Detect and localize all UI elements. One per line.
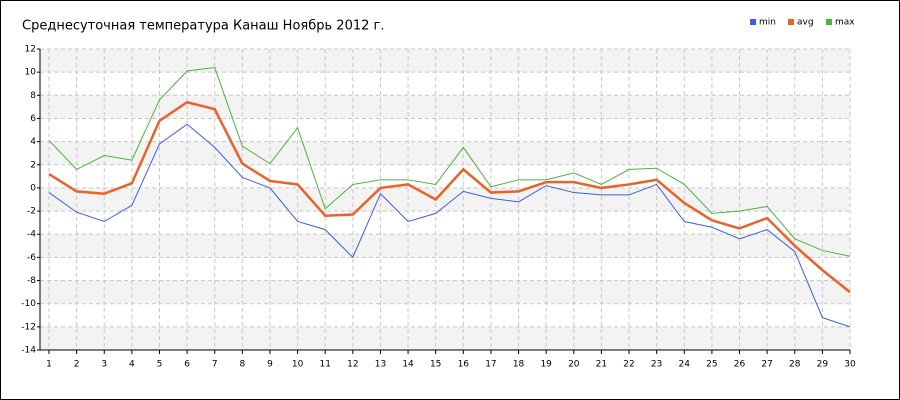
y-tick-label: 12: [25, 45, 36, 55]
series-line: [48, 100, 851, 294]
legend-swatch: [788, 19, 794, 25]
x-tick-label: 27: [761, 360, 772, 370]
x-tick-label: 30: [844, 360, 856, 370]
y-tick-label: -14: [21, 346, 36, 356]
x-tick-label: 18: [513, 360, 525, 370]
grid-band: [40, 49, 850, 73]
x-tick-label: 13: [375, 360, 386, 370]
grid-band: [40, 280, 850, 304]
x-tick-label: 9: [267, 360, 273, 370]
grid-band: [40, 234, 850, 258]
x-tick-label: 26: [734, 360, 746, 370]
series-line: [48, 123, 851, 328]
x-tick-label: 2: [74, 360, 80, 370]
x-tick-label: 17: [485, 360, 496, 370]
grid-band: [40, 95, 850, 119]
x-tick-label: 12: [347, 360, 358, 370]
x-tick-label: 7: [212, 360, 218, 370]
x-tick-label: 28: [789, 360, 801, 370]
y-tick-label: -4: [27, 230, 36, 240]
x-tick-label: 24: [679, 360, 691, 370]
y-tick-label: -12: [21, 322, 36, 332]
y-tick-label: 4: [30, 137, 36, 147]
y-tick-label: -6: [27, 253, 36, 263]
legend-label: avg: [797, 18, 814, 28]
grid-band: [40, 326, 850, 350]
legend-label: max: [835, 18, 855, 28]
series-line: [48, 66, 851, 257]
x-tick-label: 23: [651, 360, 662, 370]
x-tick-label: 3: [101, 360, 107, 370]
grid-band: [40, 141, 850, 165]
grid-band: [40, 187, 850, 212]
chart-title: Среднесуточная температура Канаш Ноябрь …: [22, 19, 384, 34]
legend-label: min: [759, 18, 776, 28]
x-tick-label: 16: [458, 360, 470, 370]
y-tick-label: -8: [27, 276, 36, 286]
x-tick-label: 25: [706, 360, 717, 370]
x-tick-label: 22: [623, 360, 634, 370]
x-tick-label: 20: [568, 360, 580, 370]
y-tick-label: 6: [30, 114, 36, 124]
x-tick-label: 15: [430, 360, 441, 370]
y-tick-label: 10: [25, 68, 37, 78]
x-tick-label: 14: [402, 360, 414, 370]
x-tick-label: 21: [596, 360, 607, 370]
y-tick-label: -10: [21, 299, 36, 309]
y-tick-label: 8: [30, 91, 36, 101]
x-tick-label: 11: [319, 360, 330, 370]
y-tick-label: 2: [30, 160, 36, 170]
x-tick-label: 6: [184, 360, 190, 370]
legend-swatch: [750, 19, 756, 25]
x-tick-label: 10: [292, 360, 304, 370]
legend-swatch: [826, 19, 832, 25]
x-tick-label: 5: [157, 360, 163, 370]
y-tick-label: 0: [30, 183, 36, 193]
x-tick-label: 19: [540, 360, 552, 370]
y-tick-label: -2: [27, 207, 36, 217]
x-tick-label: 4: [129, 360, 135, 370]
x-tick-label: 1: [46, 360, 52, 370]
x-tick-label: 8: [239, 360, 245, 370]
x-tick-label: 29: [817, 360, 829, 370]
